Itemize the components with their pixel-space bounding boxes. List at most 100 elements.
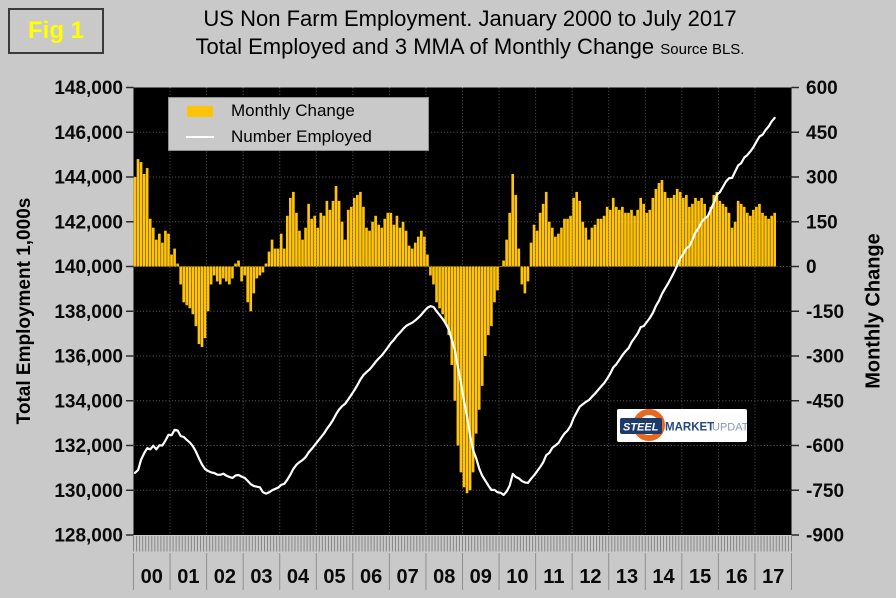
monthly-change-bar (298, 230, 301, 267)
monthly-change-bar (596, 218, 600, 267)
monthly-change-bar (480, 266, 484, 386)
left-tick-label: 140,000 (54, 257, 123, 278)
monthly-change-bar (167, 233, 170, 267)
year-label: 14 (652, 566, 675, 588)
monthly-change-bar (258, 266, 262, 276)
monthly-change-bar (550, 227, 554, 267)
monthly-change-bar (212, 266, 216, 276)
right-tick-label: -150 (806, 302, 844, 323)
monthly-change-bar (575, 191, 579, 267)
monthly-change-bar (675, 188, 679, 267)
monthly-change-bar (572, 197, 575, 267)
monthly-change-bar (581, 221, 585, 267)
monthly-change-bar (185, 266, 189, 306)
year-label: 13 (616, 566, 638, 588)
monthly-change-bar (599, 218, 603, 267)
monthly-change-bar (520, 266, 524, 285)
monthly-change-bar (279, 233, 283, 267)
monthly-change-bar (304, 227, 307, 267)
monthly-change-bar (148, 218, 152, 267)
year-label: 17 (762, 566, 784, 588)
monthly-change-bar (758, 203, 761, 267)
year-label: 05 (323, 566, 345, 588)
monthly-change-bar (712, 194, 716, 267)
left-tick-label: 146,000 (54, 123, 123, 144)
year-label: 09 (470, 566, 492, 588)
monthly-change-bar (755, 206, 758, 267)
monthly-change-bar (441, 266, 444, 315)
monthly-change-bar (444, 266, 448, 324)
monthly-change-bar (237, 260, 240, 267)
monthly-change-bar (770, 215, 773, 267)
monthly-change-bar (319, 212, 323, 267)
figure-number-label: Fig 1 (27, 17, 84, 44)
monthly-change-bar (249, 266, 253, 312)
year-label: 12 (579, 566, 601, 588)
chart-source-note: Source BLS. (660, 41, 745, 58)
monthly-change-bar (505, 239, 508, 267)
monthly-change-bar (608, 209, 612, 267)
monthly-change-bar (636, 209, 639, 267)
right-tick-label: -600 (806, 436, 844, 457)
monthly-change-bar (526, 266, 530, 282)
monthly-change-bar (468, 266, 472, 491)
monthly-change-bar (438, 266, 441, 309)
monthly-change-bar (200, 266, 204, 348)
right-axis-title: Monthly Change (862, 233, 885, 389)
monthly-change-bar (142, 174, 146, 267)
monthly-change-bar (215, 266, 219, 282)
monthly-change-bar (270, 239, 274, 267)
steel-market-update-logo-graphic: STEEL MARKET UPDATE (620, 409, 756, 441)
monthly-change-bar (356, 194, 359, 267)
monthly-change-bar (307, 203, 310, 267)
logo-steel-box (620, 418, 662, 434)
monthly-change-bar (420, 230, 423, 267)
monthly-change-bar (563, 218, 566, 267)
monthly-change-bar (529, 242, 533, 267)
monthly-change-bar (593, 224, 597, 267)
monthly-change-bar (380, 227, 384, 267)
monthly-change-bar (346, 209, 350, 267)
right-tick-label: -750 (806, 481, 844, 502)
monthly-change-bar (654, 188, 658, 267)
monthly-change-bar (557, 233, 560, 267)
monthly-change-bar (413, 242, 417, 267)
monthly-change-bar (435, 266, 438, 303)
monthly-change-bar (624, 212, 627, 267)
number-employed-swatch-icon (186, 136, 214, 138)
monthly-change-bar (471, 266, 475, 473)
monthly-change-bar (736, 200, 740, 267)
monthly-change-bar (764, 215, 767, 267)
monthly-change-bar (383, 218, 387, 267)
monthly-change-bar (544, 191, 548, 267)
left-tick-label: 132,000 (54, 436, 123, 457)
right-tick-label: 150 (806, 212, 838, 233)
monthly-change-bar (362, 206, 365, 267)
monthly-change-bar (285, 215, 289, 267)
left-tick-label: 136,000 (54, 347, 123, 368)
monthly-change-bar (374, 215, 377, 267)
monthly-change-bar (377, 224, 380, 267)
monthly-change-bar (234, 263, 237, 267)
steel-market-update-logo: STEEL MARKET UPDATE (617, 409, 756, 442)
monthly-change-bar (742, 206, 746, 267)
monthly-change-bar (404, 230, 408, 267)
monthly-change-bar (584, 227, 588, 267)
monthly-change-bar (264, 263, 268, 267)
monthly-change-bar (453, 266, 457, 401)
year-label: 15 (689, 566, 711, 588)
figure-number-box: Fig 1 (8, 8, 104, 54)
monthly-change-bar (322, 215, 326, 267)
monthly-change-bar (508, 212, 511, 267)
monthly-change-bar (578, 200, 582, 267)
monthly-change-bar (657, 182, 661, 267)
monthly-change-bar (206, 266, 210, 312)
monthly-change-bar (407, 245, 411, 267)
left-tick-label: 142,000 (54, 212, 123, 233)
monthly-change-bar (136, 159, 140, 267)
chart-title-line2: Total Employed and 3 MMA of Monthly Chan… (195, 34, 745, 59)
monthly-change-bar (154, 239, 158, 267)
monthly-change-bar (663, 191, 667, 267)
monthly-change-bar (398, 227, 402, 267)
